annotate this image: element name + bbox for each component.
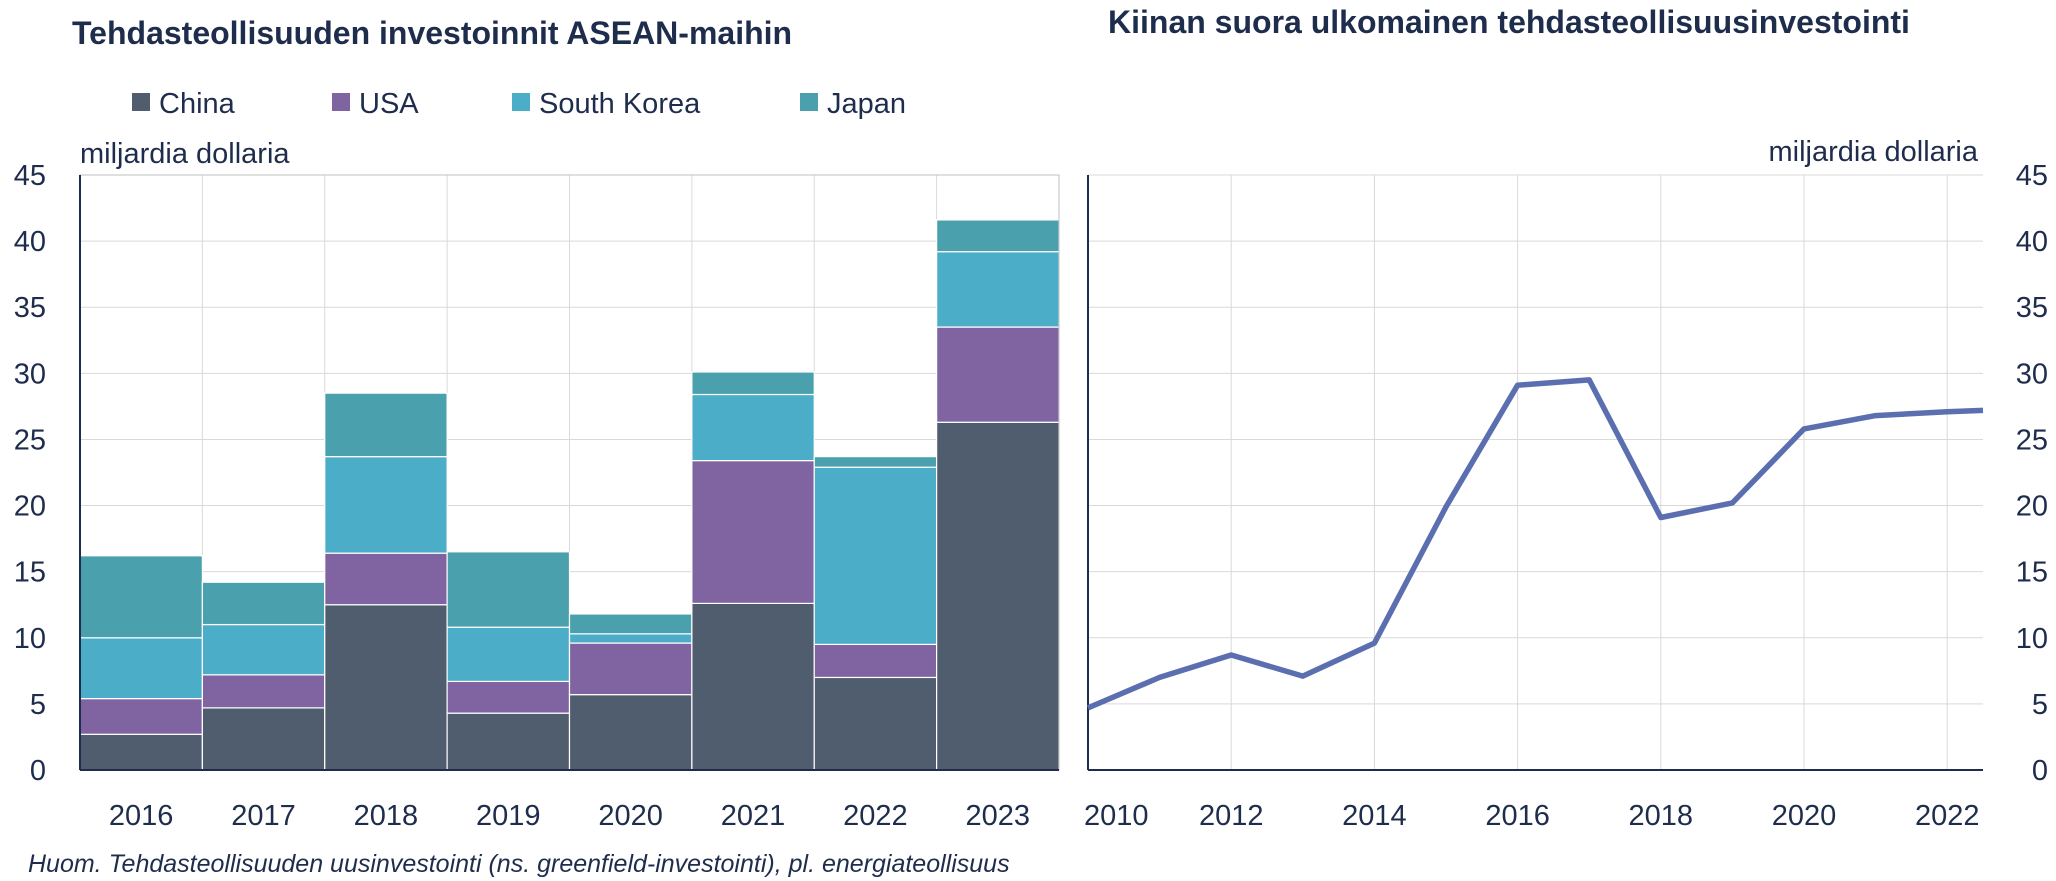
right-y-tick-label: 30 [2016, 358, 2048, 390]
right-y-tick-label: 25 [2016, 424, 2048, 456]
right-chart: Kiinan suora ulkomainen tehdasteollisuus… [1084, 4, 2048, 832]
bar-segment-china [936, 421, 1060, 771]
right-x-tick-label: 2022 [1915, 800, 1980, 832]
left-x-tick-label: 2021 [721, 800, 786, 832]
bar-segment-china [201, 707, 326, 771]
bar-segment-usa [568, 642, 693, 696]
bar-segment-usa [813, 643, 938, 679]
right-y-tick-label: 40 [2016, 226, 2048, 258]
bar-segment-usa [691, 460, 815, 605]
bar-segment-south-korea [813, 466, 938, 645]
bar-segment-china [324, 604, 448, 771]
right-y-tick-label: 0 [2032, 755, 2048, 787]
legend-label: USA [359, 88, 419, 120]
bar-segment-south-korea [79, 637, 203, 700]
right-y-tick-label: 15 [2016, 557, 2048, 589]
china-fdi-line [1086, 377, 1984, 711]
left-y-tick-label: 25 [14, 424, 46, 456]
right-y-unit-label: miljardia dollaria [1768, 136, 1978, 168]
bar-segment-south-korea [936, 251, 1060, 328]
bar-segment-china [813, 676, 938, 771]
left-x-tick-label: 2023 [966, 800, 1031, 832]
left-y-tick-label: 0 [30, 755, 46, 787]
footnote: Huom. Tehdasteollisuuden uusinvestointi … [28, 850, 1010, 878]
left-y-tick-label: 40 [14, 226, 46, 258]
bar-segment-usa [446, 680, 571, 714]
left-chart: Tehdasteollisuuden investoinnit ASEAN-ma… [14, 15, 1060, 832]
left-y-tick-label: 35 [14, 292, 46, 324]
legend-label: South Korea [539, 88, 701, 120]
right-y-tick-label: 35 [2016, 292, 2048, 324]
right-x-tick-label: 2010 [1084, 800, 1149, 832]
bar-segment-japan [936, 219, 1060, 253]
bar-segment-japan [79, 555, 203, 639]
bar-segment-south-korea [201, 623, 326, 676]
left-y-tick-label: 45 [14, 160, 46, 192]
right-x-tick-label: 2016 [1485, 800, 1550, 832]
left-y-unit-label: miljardia dollaria [80, 138, 290, 170]
left-x-tick-label: 2018 [354, 800, 419, 832]
bar-segment-china [79, 733, 203, 771]
bar-segment-south-korea [568, 633, 693, 644]
left-chart-title: Tehdasteollisuuden investoinnit ASEAN-ma… [72, 15, 792, 51]
bar-segment-japan [691, 371, 815, 396]
left-y-tick-labels: 0 5 10 15 20 25 30 35 40 45 [14, 160, 46, 787]
right-y-tick-label: 45 [2016, 160, 2048, 192]
bar-segment-china [446, 712, 571, 771]
right-axes [1087, 175, 1983, 771]
left-y-tick-label: 30 [14, 358, 46, 390]
legend-swatch-usa [332, 93, 350, 111]
bar-segment-south-korea [324, 456, 448, 554]
bar-segment-usa [79, 697, 203, 735]
bar-segment-south-korea [446, 626, 571, 683]
legend-swatch-china [132, 93, 150, 111]
right-x-tick-label: 2018 [1629, 800, 1694, 832]
left-y-tick-label: 15 [14, 557, 46, 589]
legend-label: Japan [827, 88, 906, 120]
left-x-tick-label: 2022 [843, 800, 908, 832]
legend-swatch-japan [800, 93, 818, 111]
right-chart-title: Kiinan suora ulkomainen tehdasteollisuus… [1108, 4, 1910, 40]
bar-segment-japan [568, 613, 693, 635]
left-y-tick-label: 20 [14, 491, 46, 523]
left-x-tick-label: 2019 [476, 800, 541, 832]
left-y-tick-label: 10 [14, 623, 46, 655]
bar-segment-japan [813, 456, 938, 468]
right-x-tick-labels: 2010 2012 2014 2016 2018 2020 2022 [1084, 800, 1979, 832]
bar-segment-japan [201, 581, 326, 626]
right-gridlines [1088, 174, 1983, 770]
right-y-tick-label: 10 [2016, 623, 2048, 655]
bar-segment-china [568, 694, 693, 771]
legend: China USA South Korea Japan [132, 88, 906, 120]
left-x-tick-labels: 2016 2017 2018 2019 2020 2021 2022 2023 [109, 800, 1030, 832]
legend-swatch-south-korea [512, 93, 530, 111]
bar-segment-japan [324, 392, 448, 458]
right-x-tick-label: 2014 [1342, 800, 1407, 832]
bar-segment-usa [936, 326, 1060, 423]
left-x-tick-label: 2020 [598, 800, 663, 832]
bar-segment-japan [446, 551, 571, 628]
bar-segment-usa [201, 674, 326, 709]
bar-segment-china [691, 602, 815, 771]
left-y-tick-label: 5 [30, 689, 46, 721]
left-axes [79, 174, 1060, 771]
left-x-tick-label: 2017 [231, 800, 296, 832]
right-y-tick-label: 5 [2032, 689, 2048, 721]
right-line-series [1086, 377, 1984, 711]
right-x-tick-label: 2012 [1199, 800, 1264, 832]
right-y-tick-labels: 0 5 10 15 20 25 30 35 40 45 [2016, 160, 2048, 787]
right-x-tick-label: 2020 [1772, 800, 1837, 832]
left-x-tick-label: 2016 [109, 800, 174, 832]
left-bars [79, 219, 1060, 771]
bar-segment-south-korea [691, 393, 815, 462]
bar-segment-usa [324, 552, 448, 606]
right-y-tick-label: 20 [2016, 491, 2048, 523]
legend-label: China [159, 88, 236, 120]
